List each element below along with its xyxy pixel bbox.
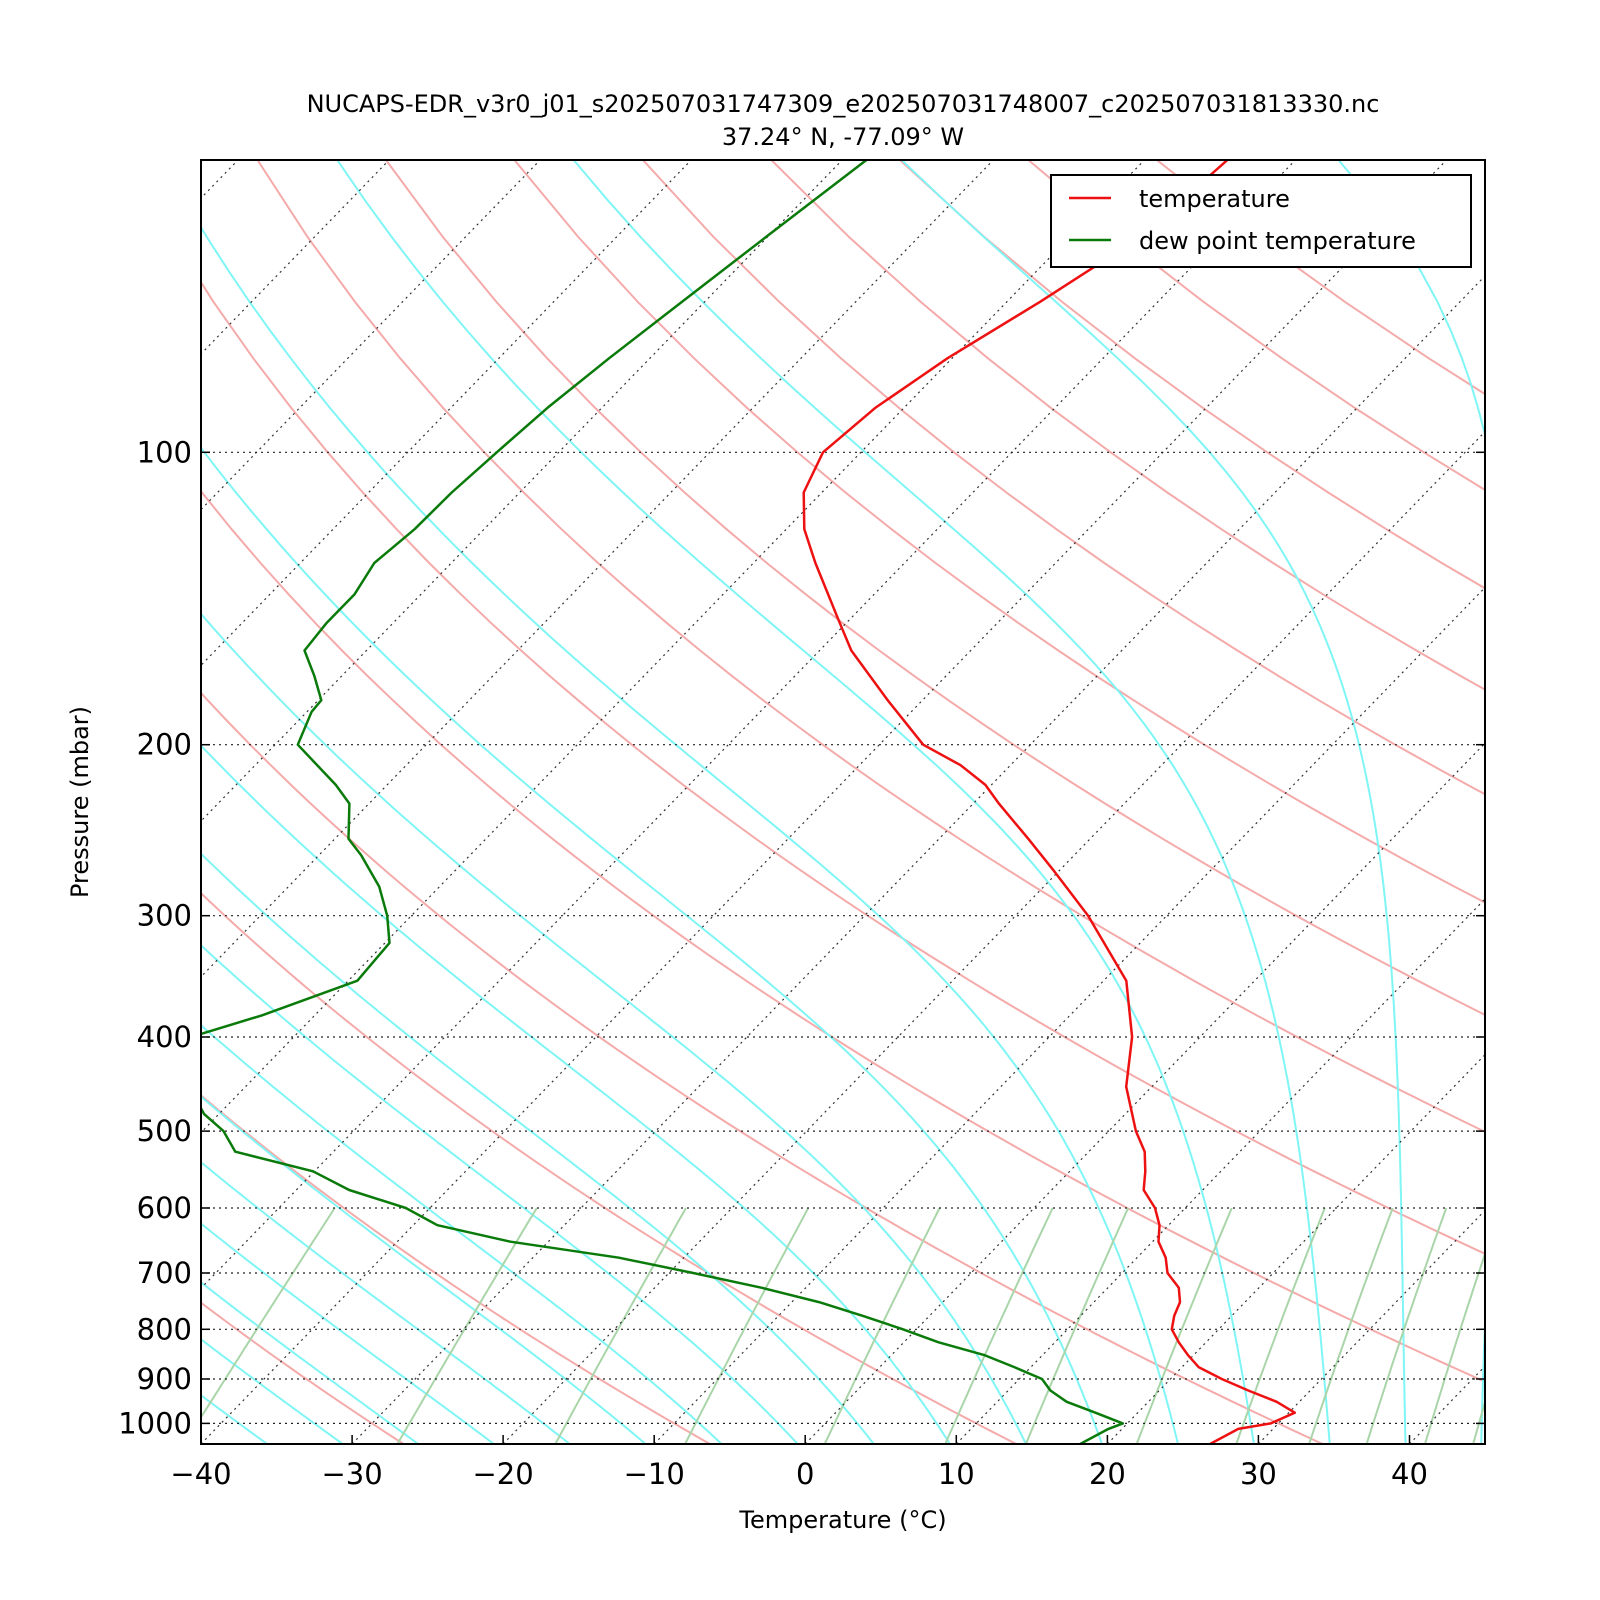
x-axis-ticks: −40 −30 −20 −10 0 10 20 30 40 — [170, 1435, 1428, 1491]
legend-label-dewpoint: dew point temperature — [1139, 227, 1416, 255]
isotherm-line — [201, 160, 843, 822]
dry-adiabat — [201, 691, 1325, 1444]
y-tick-label: 200 — [137, 728, 192, 762]
moist-adiabat — [901, 160, 1407, 1444]
dry-adiabat — [201, 280, 1485, 1255]
isotherm-line — [201, 160, 1296, 1290]
chart-subtitle: 37.24° N, -77.09° W — [722, 123, 964, 151]
mixing-ratio-line — [1472, 1398, 1485, 1444]
x-tick-label: −10 — [624, 1457, 685, 1491]
dewpoint-line — [201, 160, 1125, 1444]
y-tick-label: 100 — [137, 435, 192, 469]
isotherm-line — [201, 160, 1145, 1134]
moist-adiabat — [201, 744, 952, 1444]
y-axis-title: Pressure (mbar) — [66, 706, 94, 898]
isotherm-line — [804, 742, 1485, 1444]
dry-adiabat — [642, 160, 1485, 796]
dry-adiabat — [201, 891, 1019, 1444]
legend: temperature dew point temperature — [1050, 174, 1472, 268]
moist-adiabat — [201, 1023, 724, 1444]
legend-box — [1050, 174, 1472, 268]
x-tick-label: −20 — [472, 1457, 533, 1491]
x-tick-label: 10 — [938, 1457, 975, 1491]
mixing-ratio-line — [823, 1207, 941, 1444]
mixing-ratio-line — [1135, 1207, 1233, 1444]
data-series — [201, 160, 1297, 1444]
temperature-line — [802, 160, 1297, 1444]
dry-adiabat — [385, 160, 1485, 1017]
mixing-ratio-line — [1423, 1250, 1485, 1444]
y-tick-label: 600 — [137, 1191, 192, 1225]
x-tick-label: 0 — [796, 1457, 814, 1491]
dry-adiabat — [513, 160, 1485, 904]
moist-adiabat — [572, 160, 1331, 1444]
moist-adiabat — [201, 944, 800, 1444]
isotherm-line — [502, 430, 1485, 1444]
moist-adiabat — [201, 1160, 572, 1444]
moist-adiabat — [201, 1222, 496, 1444]
y-tick-label: 300 — [137, 899, 192, 933]
y-tick-label: 900 — [137, 1362, 192, 1396]
background-lines — [201, 160, 1485, 1444]
dry-adiabat — [201, 489, 1485, 1383]
legend-label-temperature: temperature — [1139, 185, 1290, 213]
moist-adiabat — [201, 1281, 420, 1444]
moist-adiabat — [201, 225, 1180, 1444]
mixing-ratio-line — [554, 1207, 687, 1444]
moist-adiabat — [1337, 160, 1485, 1444]
moist-adiabat — [201, 1337, 345, 1444]
y-tick-label: 700 — [137, 1256, 192, 1290]
y-tick-label: 800 — [137, 1312, 192, 1346]
chart-title: NUCAPS-EDR_v3r0_j01_s202507031747309_e20… — [307, 90, 1380, 118]
plot-frame — [200, 159, 1486, 1445]
mixing-ratio-line — [1235, 1207, 1326, 1444]
y-tick-label: 400 — [137, 1020, 192, 1054]
moist-adiabat — [201, 446, 1104, 1444]
dry-adiabat — [256, 160, 1485, 1133]
y-axis-ticks: 100 200 300 400 500 600 700 800 900 1000 — [118, 435, 1485, 1440]
mixing-ratio-line — [1365, 1207, 1448, 1444]
mixing-ratio-line — [944, 1207, 1054, 1444]
isotherm-line — [201, 160, 1447, 1444]
x-tick-label: 40 — [1391, 1457, 1428, 1491]
pressure-gridlines — [201, 451, 1485, 1425]
isotherm-line — [653, 586, 1485, 1444]
isotherm-line — [201, 160, 994, 978]
mixing-ratio-line — [1024, 1207, 1130, 1444]
moist-adiabat — [201, 612, 1028, 1444]
moist-adiabat — [201, 1095, 648, 1444]
dry-adiabat — [201, 1301, 406, 1444]
x-tick-label: 30 — [1240, 1457, 1277, 1491]
mixing-ratio-line — [396, 1207, 538, 1444]
x-tick-label: 20 — [1089, 1457, 1126, 1491]
mixing-ratio-line — [683, 1207, 810, 1444]
moist-adiabat — [336, 160, 1255, 1444]
isotherm-line — [351, 275, 1485, 1444]
y-tick-label: 1000 — [118, 1406, 192, 1440]
mixing-ratio-line — [1308, 1207, 1394, 1444]
x-tick-label: −40 — [170, 1457, 231, 1491]
x-tick-label: −30 — [321, 1457, 382, 1491]
moist-adiabat — [201, 852, 876, 1444]
x-axis-title: Temperature (°C) — [738, 1506, 946, 1534]
y-tick-label: 500 — [137, 1114, 192, 1148]
